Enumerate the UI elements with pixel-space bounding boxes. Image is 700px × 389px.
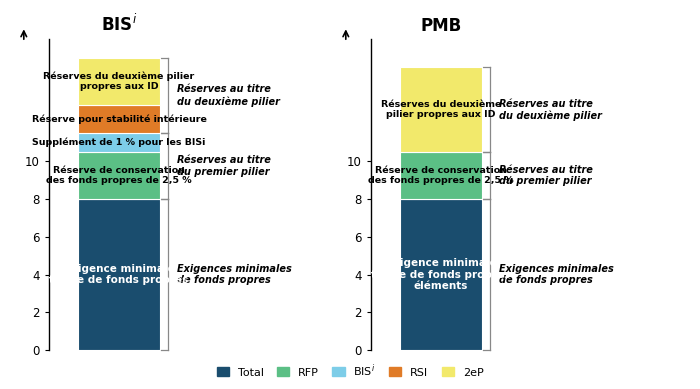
Text: Exigence minimale
totale de fonds propres
éléments: Exigence minimale totale de fonds propre… xyxy=(372,258,510,291)
Bar xyxy=(78,133,160,152)
Text: Réserves au titre
du premier pilier: Réserves au titre du premier pilier xyxy=(499,165,593,186)
Title: PMB: PMB xyxy=(421,17,461,35)
Text: Réserves du deuxième
pilier propres aux ID: Réserves du deuxième pilier propres aux … xyxy=(381,100,501,119)
Text: Réserve pour stabilité intérieure: Réserve pour stabilité intérieure xyxy=(32,114,206,124)
Text: Réserves au titre
du deuxième pilier: Réserves au titre du deuxième pilier xyxy=(499,98,602,121)
Bar xyxy=(400,152,482,199)
Text: Exigences minimales
de fonds propres: Exigences minimales de fonds propres xyxy=(499,264,614,286)
Bar xyxy=(78,58,160,105)
Text: Réserves au titre
du deuxième pilier: Réserves au titre du deuxième pilier xyxy=(177,84,280,107)
Text: Exigence minimale
totale de fonds propres: Exigence minimale totale de fonds propre… xyxy=(50,264,188,286)
Text: Supplément de 1 % pour les BISi: Supplément de 1 % pour les BISi xyxy=(32,138,206,147)
Bar xyxy=(78,199,160,350)
Bar xyxy=(78,105,160,133)
Text: Exigences minimales
de fonds propres: Exigences minimales de fonds propres xyxy=(177,264,292,286)
Text: Réserve de conservation
des fonds propres de 2,5 %: Réserve de conservation des fonds propre… xyxy=(368,166,514,185)
Legend: Total, RFP, BIS$^i$, RSI, 2eP: Total, RFP, BIS$^i$, RSI, 2eP xyxy=(212,358,488,384)
Title: BIS$^i$: BIS$^i$ xyxy=(101,13,137,35)
Text: Réserves au titre
du premier pilier: Réserves au titre du premier pilier xyxy=(177,156,271,177)
Bar xyxy=(78,152,160,199)
Text: Réserves du deuxième pilier
propres aux ID: Réserves du deuxième pilier propres aux … xyxy=(43,72,195,91)
Bar xyxy=(400,199,482,350)
Text: Réserve de conservation
des fonds propres de 2,5 %: Réserve de conservation des fonds propre… xyxy=(46,166,192,185)
Bar xyxy=(400,67,482,152)
